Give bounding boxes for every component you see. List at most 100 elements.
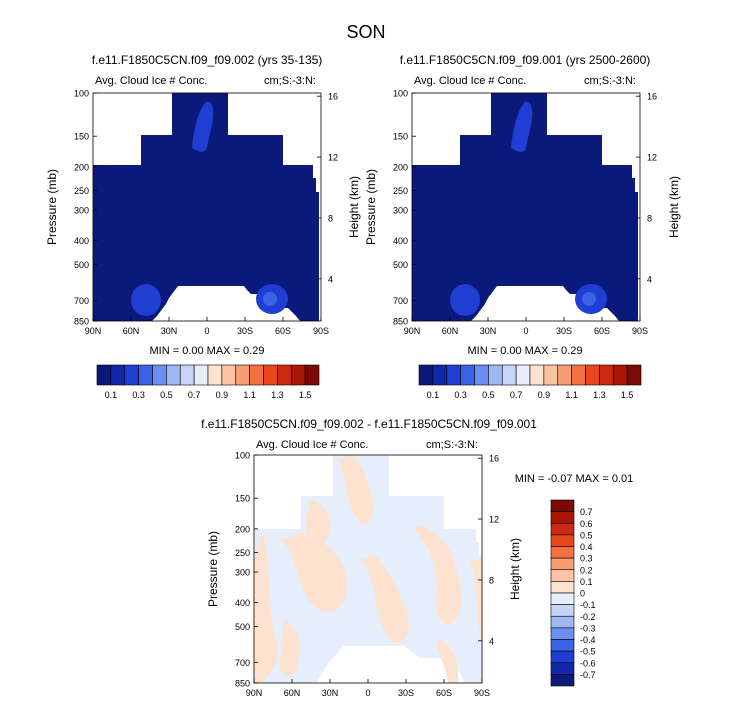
panel-right-variable: Avg. Cloud Ice # Conc. [414,75,526,87]
panel-left-xtick-label: 60S [275,326,291,336]
panel-right-ytick-label: 100 [393,89,408,99]
panel-diff-xtick-label: 90N [246,688,263,698]
panel-left: f.e11.F1850C5CN.f09_f09.002 (yrs 35-135)… [45,53,361,357]
panel-right-field [412,93,638,321]
panel-left-field [93,93,319,321]
colorbar-diff-label: -0.7 [580,670,596,680]
panel-left-ytick-right-label: 8 [328,213,333,223]
colorbar-left-swatch [263,364,278,386]
colorbar-right-label: 1.5 [621,390,634,400]
colorbar-diff-label: 0.6 [580,519,593,529]
panel-right-ytick-label: 400 [393,236,408,246]
panel-right: f.e11.F1850C5CN.f09_f09.001 (yrs 2500-26… [364,53,681,357]
colorbar-left-swatch [277,364,292,386]
panel-diff-ytick-label: 400 [235,598,250,608]
colorbar-right-swatch [432,364,448,386]
panel-diff-xtick-label: 30S [398,688,414,698]
panel-diff-ytick-right-label: 12 [489,515,499,525]
panel-diff-ytick-label: 700 [235,658,250,668]
colorbar-right-swatch [543,364,559,386]
colorbar-diff-swatch [550,557,575,571]
panel-left-anomaly-nh [131,284,161,316]
colorbar-diff-label: -0.5 [580,647,596,657]
colorbar-left-swatch [152,364,167,386]
colorbar-diff-label: 0.7 [580,507,593,517]
colorbar-right-swatch [626,364,642,386]
panel-diff-patch-5 [360,555,409,644]
colorbar-right-label: 0.7 [510,390,523,400]
panel-diff-title: f.e11.F1850C5CN.f09_f09.002 - f.e11.F185… [201,417,537,431]
panel-right-ytick-label: 200 [393,162,408,172]
panel-right-xtick-label: 90N [404,326,421,336]
figure-title: SON [346,22,385,42]
colorbar-right-label: 0.5 [482,390,495,400]
panel-diff-patch-1 [254,531,278,683]
panel-left-ytick-label: 400 [74,236,89,246]
colorbar-left-label: 1.3 [271,390,284,400]
colorbar-diff-swatch [550,674,575,687]
colorbar-diff-swatch [550,592,575,605]
panel-diff-xtick-label: 60S [436,688,452,698]
panel-right-anomaly-nh [450,284,480,316]
panel-left-anomaly-top [192,101,214,152]
colorbar-diff-swatch [550,650,575,664]
panel-left-ytick-label: 850 [74,317,89,327]
colorbar-diff-swatch [550,522,575,536]
colorbar-left-swatch [166,364,181,386]
panel-diff-ytick-label: 500 [235,622,250,632]
panel-left-ytick-right-label: 4 [328,274,333,284]
panel-right-min-max: MIN = 0.00 MAX = 0.29 [468,345,583,357]
panel-diff-patch-6 [414,525,462,624]
panel-left-ytick-label: 100 [74,89,89,99]
colorbar-left-swatch [193,364,209,386]
colorbar-right-swatch [501,364,517,386]
colorbar-left-swatch [124,364,139,386]
panel-left-ytick-label: 300 [74,206,89,216]
colorbar-left-swatch [221,364,237,386]
colorbar-diff: 0.7 0.60.5 0.4 0.30.2 0.1 0-0.1 -0.2-0.3 -0.4 -0… [550,499,596,687]
panel-left-ylabel-right: Height (km) [347,176,361,238]
colorbar-left-swatch [304,364,320,386]
panel-diff-units: cm;S:-3:N: [426,439,478,451]
panel-left-ytick-right-label: 16 [328,92,338,102]
colorbar-right-swatch [585,364,600,386]
panel-right-ytick-right-label: 12 [647,153,657,163]
panel-left-ytick-label: 250 [74,186,89,196]
panel-left-ytick-label: 200 [74,162,89,172]
panel-right-xtick-label: 60N [442,326,459,336]
colorbar-diff-swatch [550,627,575,640]
panel-diff-min-max: MIN = -0.07 MAX = 0.01 [515,473,634,485]
colorbar-left-label: 0.5 [160,390,173,400]
colorbar-right-label: 1.3 [593,390,606,400]
panel-right-ytick-label: 850 [393,317,408,327]
panel-left-xtick-label: 90N [85,326,102,336]
colorbar-diff-swatch [550,569,575,582]
colorbar-right-swatch [557,364,572,386]
panel-diff-ytick-label: 100 [235,451,250,461]
colorbar-diff-swatch [550,546,575,559]
colorbar-right-label: 0.3 [454,390,467,400]
panel-diff-patch-2 [282,532,348,612]
panel-left-ytick-right-label: 12 [328,153,338,163]
colorbar-right: 0.1 0.3 0.5 0.7 0.9 1.1 1.3 1.5 [418,364,642,400]
panel-diff-patch-7 [436,640,459,683]
panel-left-title: f.e11.F1850C5CN.f09_f09.002 (yrs 35-135) [92,53,323,67]
panel-diff-xtick-label: 0 [365,688,370,698]
panel-left-variable: Avg. Cloud Ice # Conc. [95,75,207,87]
panel-left-xtick-label: 0 [204,326,209,336]
panel-diff-ytick-right-label: 4 [489,636,494,646]
panel-left-ytick-label: 700 [74,296,89,306]
colorbar-left-swatch [207,364,223,386]
colorbar-left-swatch [96,364,112,386]
colorbar-diff-label: 0.3 [580,554,593,564]
panel-diff-ytick-right-label: 8 [489,575,494,585]
colorbar-right-swatch [571,364,586,386]
colorbar-left-label: 0.1 [105,390,118,400]
panel-diff-ytick-right-label: 16 [489,454,499,464]
panel-left-ytick-label: 150 [74,132,89,142]
panel-diff: f.e11.F1850C5CN.f09_f09.002 - f.e11.F185… [201,417,633,698]
colorbar-right-label: 0.1 [427,390,440,400]
panel-right-xtick-label: 30N [480,326,497,336]
colorbar-left-swatch [110,364,126,386]
